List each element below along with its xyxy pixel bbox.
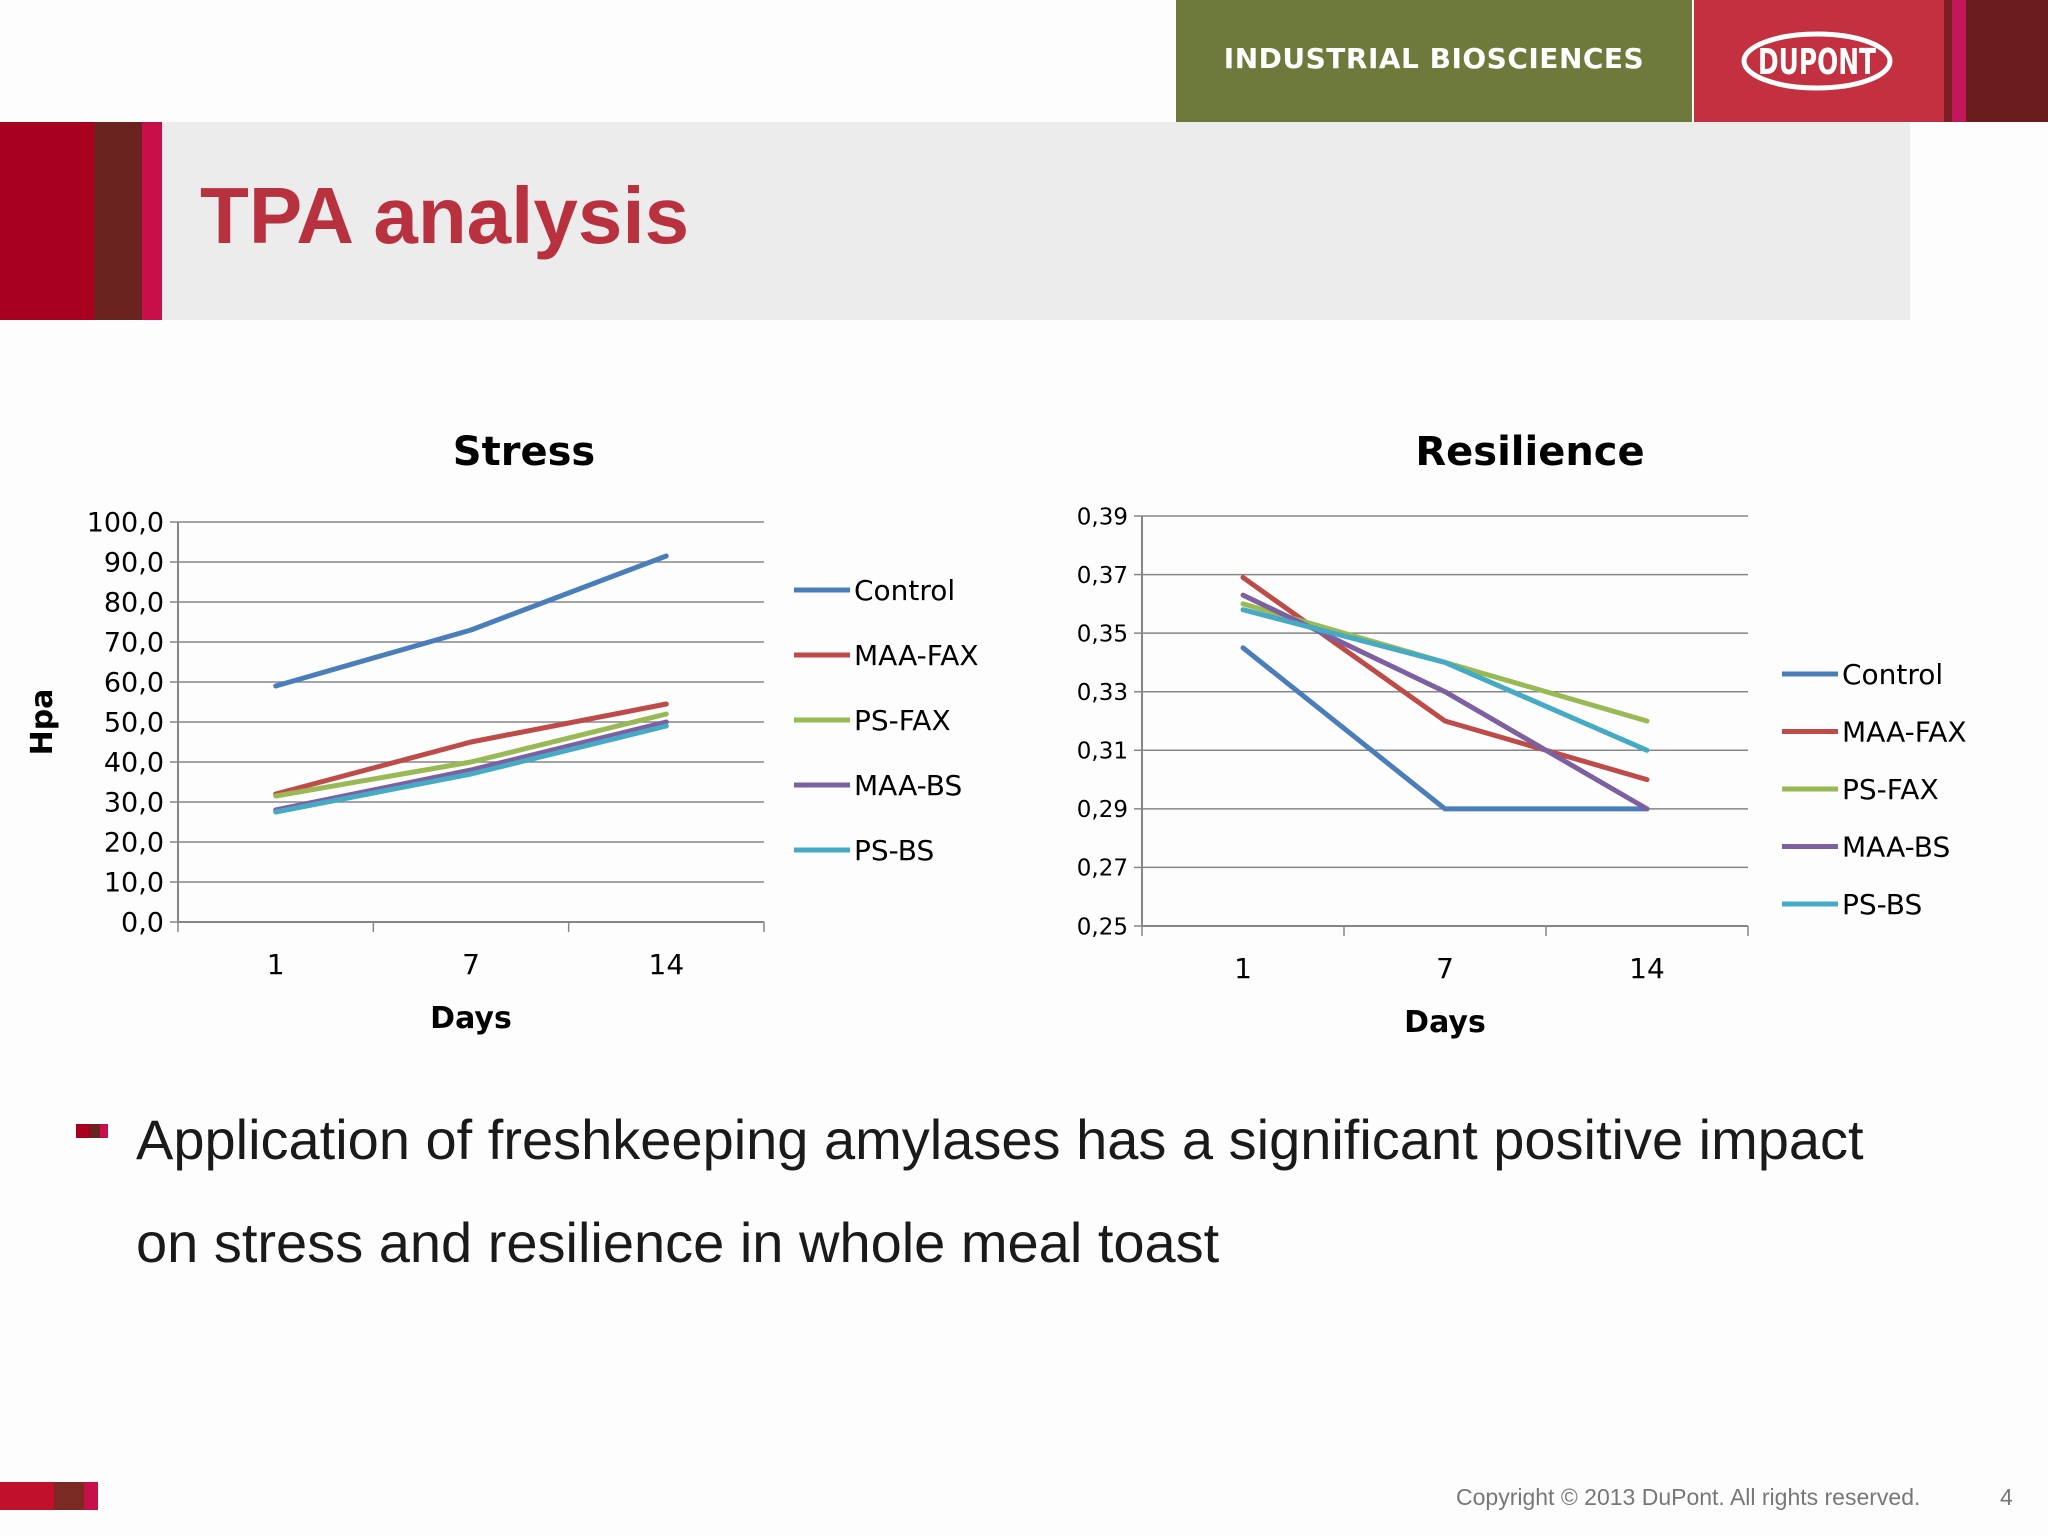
legend-label: PS-FAX (854, 704, 951, 737)
y-tick-label: 0,25 (1077, 914, 1128, 940)
y-tick-label: 100,0 (87, 508, 164, 539)
title-accent (94, 122, 142, 320)
header-stripe (1952, 0, 1966, 122)
y-tick-label: 80,0 (104, 588, 164, 619)
header-stripe (1944, 0, 1952, 122)
y-tick-label: 0,39 (1077, 504, 1128, 530)
y-axis-title: Hpa (25, 689, 60, 756)
copyright: Copyright © 2013 DuPont. All rights rese… (1456, 1484, 1921, 1510)
series-line (1240, 645, 1650, 812)
chart-title: Resilience (1415, 429, 1644, 475)
page-number: 4 (2000, 1484, 2013, 1510)
legend-label: PS-BS (1842, 888, 1922, 921)
y-tick-label: 0,37 (1077, 563, 1128, 589)
footer-accent (0, 1482, 98, 1510)
y-tick-label: 0,29 (1077, 797, 1128, 823)
legend-label: Control (1842, 658, 1943, 691)
y-tick-label: 60,0 (104, 668, 164, 699)
x-tick-label: 14 (649, 948, 685, 981)
y-tick-label: 90,0 (104, 548, 164, 579)
series-line (1240, 575, 1650, 783)
y-tick-label: 30,0 (104, 788, 164, 819)
x-tick-label: 1 (267, 948, 285, 981)
bullet-text: Application of freshkeeping amylases has… (136, 1108, 1864, 1274)
legend-label: MAA-BS (1842, 831, 1950, 864)
y-tick-label: 50,0 (104, 708, 164, 739)
y-tick-label: 10,0 (104, 868, 164, 899)
x-tick-label: 7 (1436, 952, 1454, 985)
title-accent (0, 122, 94, 320)
legend-label: MAA-FAX (1842, 716, 1967, 749)
y-tick-label: 0,35 (1077, 621, 1128, 647)
dupont-logo: DUPONT (1741, 31, 1893, 91)
y-tick-label: 20,0 (104, 828, 164, 859)
series-line (273, 719, 669, 813)
page-title: TPA analysis (200, 171, 690, 260)
series-line (273, 723, 669, 815)
header-stripe (1966, 0, 2048, 122)
series-line (273, 701, 669, 797)
x-tick-label: 1 (1234, 952, 1252, 985)
y-tick-label: 70,0 (104, 628, 164, 659)
legend-label: PS-FAX (1842, 773, 1939, 806)
x-axis-title: Days (430, 1001, 512, 1036)
legend-label: MAA-FAX (854, 639, 979, 672)
y-tick-label: 0,33 (1077, 680, 1128, 706)
y-tick-label: 0,0 (121, 908, 164, 939)
x-tick-label: 14 (1629, 952, 1665, 985)
x-axis-title: Days (1404, 1005, 1486, 1040)
legend-label: PS-BS (854, 834, 934, 867)
y-tick-label: 40,0 (104, 748, 164, 779)
bullet-icon (76, 1124, 108, 1138)
stress-chart: Stress 0,0 10,0 20,0 30,0 40,0 50,0 60,0 70,0 80,… (25, 429, 979, 1036)
legend-label: Control (854, 574, 955, 607)
series-line (273, 711, 669, 799)
y-tick-label: 0,31 (1077, 739, 1128, 765)
title-band (0, 122, 1910, 320)
x-tick-label: 7 (462, 948, 480, 981)
y-tick-label: 0,27 (1077, 856, 1128, 882)
resilience-chart: Resilience 0,25 0,27 0,29 0,31 0,33 0,35 0,37 0,… (1077, 429, 1967, 1040)
logo-text: DUPONT (1758, 42, 1876, 83)
legend-label: MAA-BS (854, 769, 962, 802)
series-line (1240, 607, 1650, 753)
title-accent (142, 122, 162, 320)
series-line (273, 553, 669, 689)
division-banner: INDUSTRIAL BIOSCIENCES (1176, 0, 1692, 122)
logo-banner (1694, 0, 1944, 122)
division-label: INDUSTRIAL BIOSCIENCES (1223, 42, 1645, 75)
chart-title: Stress (453, 429, 595, 475)
